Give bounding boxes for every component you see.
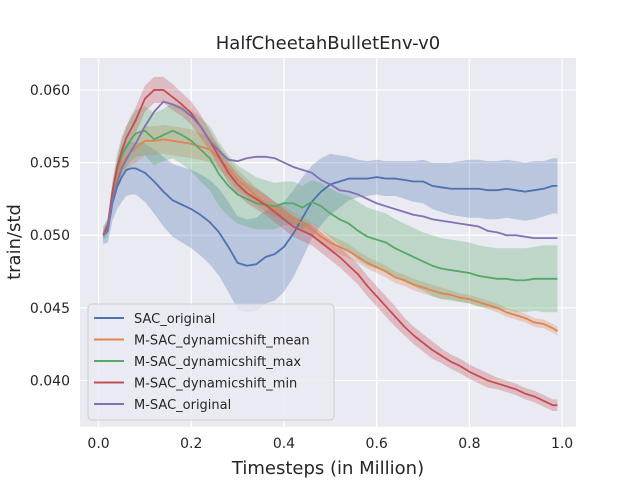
- x-axis-label: Timesteps (in Million): [231, 458, 424, 479]
- x-tick-label: 0.2: [180, 436, 202, 452]
- y-tick-label: 0.050: [30, 228, 70, 244]
- y-tick-label: 0.060: [30, 83, 70, 99]
- y-tick-label: 0.055: [30, 156, 70, 172]
- legend-label: SAC_original: [134, 312, 215, 327]
- y-tick-label: 0.045: [30, 301, 70, 317]
- line-series-4: [102, 89, 558, 407]
- line-series-1: [102, 167, 558, 267]
- chart-title: HalfCheetahBulletEnv-v0: [216, 33, 440, 54]
- y-tick-label: 0.040: [30, 374, 70, 390]
- series-lines: [102, 89, 558, 407]
- x-tick-label: 0.0: [87, 436, 109, 452]
- legend-label: M-SAC_dynamicshift_min: [134, 377, 297, 392]
- legend-label: M-SAC_dynamicshift_max: [134, 355, 301, 370]
- legend-label: M-SAC_dynamicshift_mean: [134, 334, 310, 349]
- x-tick-label: 0.4: [273, 436, 295, 452]
- band-series-4: [103, 76, 558, 412]
- line-series-3: [102, 129, 558, 282]
- line-series-2: [102, 138, 558, 332]
- legend: SAC_original M-SAC_dynamicshift_mean M-SAC…: [87, 303, 335, 421]
- x-tick-label: 0.6: [366, 436, 388, 452]
- legend-label: M-SAC_original: [134, 398, 231, 413]
- y-axis-ticks: 0.040 0.045 0.050 0.055 0.060: [30, 83, 70, 390]
- x-axis-ticks: 0.0 0.2 0.4 0.6 0.8 1.0: [87, 436, 573, 452]
- legend-frame: [87, 303, 335, 421]
- x-tick-label: 0.8: [458, 436, 480, 452]
- line-series-5: [102, 100, 558, 240]
- x-tick-label: 1.0: [551, 436, 573, 452]
- y-axis-label: train/std: [4, 204, 25, 280]
- band-series-1: [103, 142, 558, 313]
